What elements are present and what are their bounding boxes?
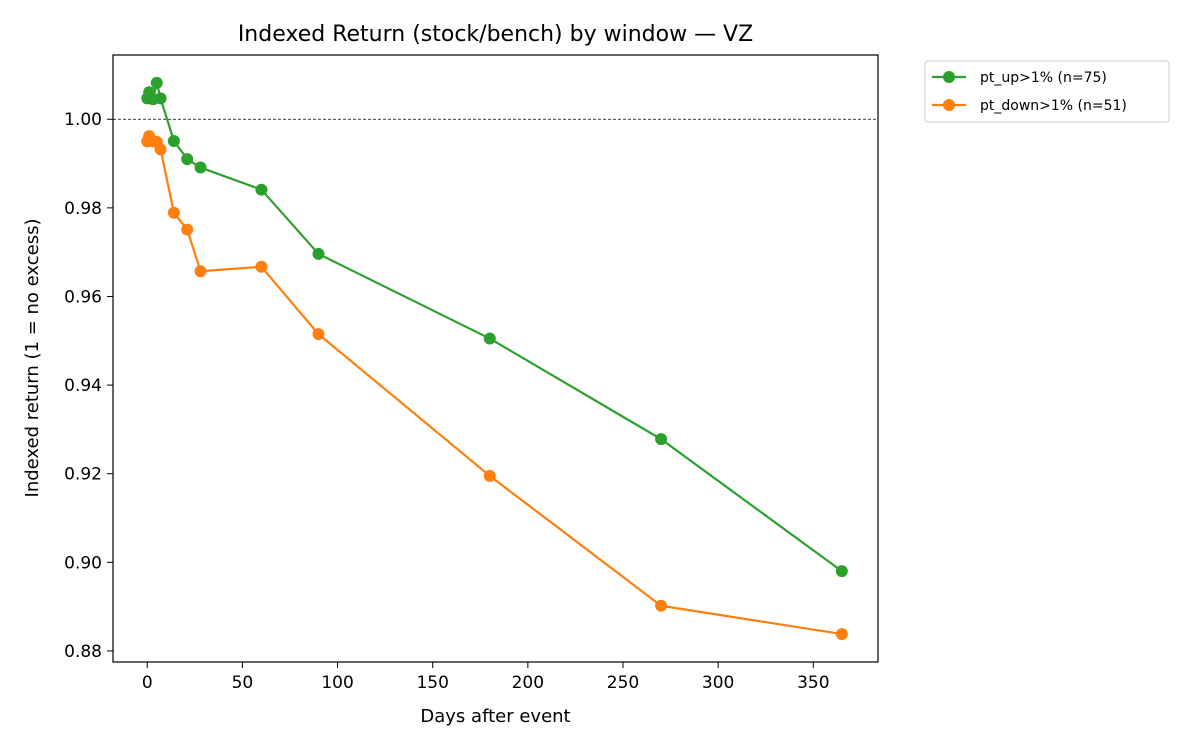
data-point <box>154 92 167 105</box>
data-point <box>483 469 496 482</box>
data-point <box>483 332 496 345</box>
y-tick-label: 0.90 <box>64 553 102 573</box>
data-point <box>167 134 180 147</box>
x-tick-label: 300 <box>702 673 734 693</box>
series-1 <box>141 130 848 641</box>
data-point <box>312 247 325 260</box>
legend-label: pt_down>1% (n=51) <box>980 98 1127 114</box>
data-point <box>255 183 268 196</box>
data-point <box>154 143 167 156</box>
x-tick-label: 0 <box>142 673 153 693</box>
legend-box <box>924 60 1170 123</box>
series-line <box>146 81 843 573</box>
data-point <box>150 76 163 89</box>
x-tick-label: 200 <box>512 673 544 693</box>
data-point <box>255 260 268 273</box>
x-tick-label: 150 <box>416 673 448 693</box>
data-point <box>835 628 848 641</box>
data-point <box>655 599 668 612</box>
y-axis-label: Indexed return (1 = no excess) <box>22 219 43 498</box>
y-tick-label: 0.94 <box>64 376 102 396</box>
y-tick-label: 0.98 <box>64 199 102 219</box>
data-point <box>655 433 668 446</box>
series-layer <box>141 76 848 641</box>
data-point <box>835 565 848 578</box>
x-axis-label: Days after event <box>420 706 570 727</box>
y-tick-label: 1.00 <box>64 110 102 130</box>
plot-frame <box>112 54 879 663</box>
data-point <box>181 153 194 166</box>
x-tick-label: 250 <box>607 673 639 693</box>
data-point <box>167 206 180 219</box>
x-tick-label: 100 <box>321 673 353 693</box>
x-tick-label: 350 <box>797 673 829 693</box>
legend-swatch-marker <box>943 71 955 83</box>
data-point <box>194 265 207 278</box>
legend-swatch-marker <box>943 99 955 111</box>
y-tick-label: 0.92 <box>64 465 102 485</box>
y-tick-label: 0.96 <box>64 287 102 307</box>
series-line <box>146 134 843 636</box>
x-tick-label: 50 <box>232 673 254 693</box>
data-point <box>194 161 207 174</box>
y-tick-label: 0.88 <box>64 642 102 662</box>
axis-ticks: 0 50 100 150 200 250 300 350 0.88 0.90 0.92 0.94 0.9… <box>64 110 829 693</box>
data-point <box>181 223 194 236</box>
legend: pt_up>1% (n=75) pt_down>1% (n=51) <box>924 60 1170 123</box>
chart-title: Indexed Return (stock/bench) by window —… <box>238 22 753 47</box>
data-point <box>312 328 325 341</box>
legend-label: pt_up>1% (n=75) <box>980 70 1107 86</box>
series-0 <box>141 76 848 578</box>
